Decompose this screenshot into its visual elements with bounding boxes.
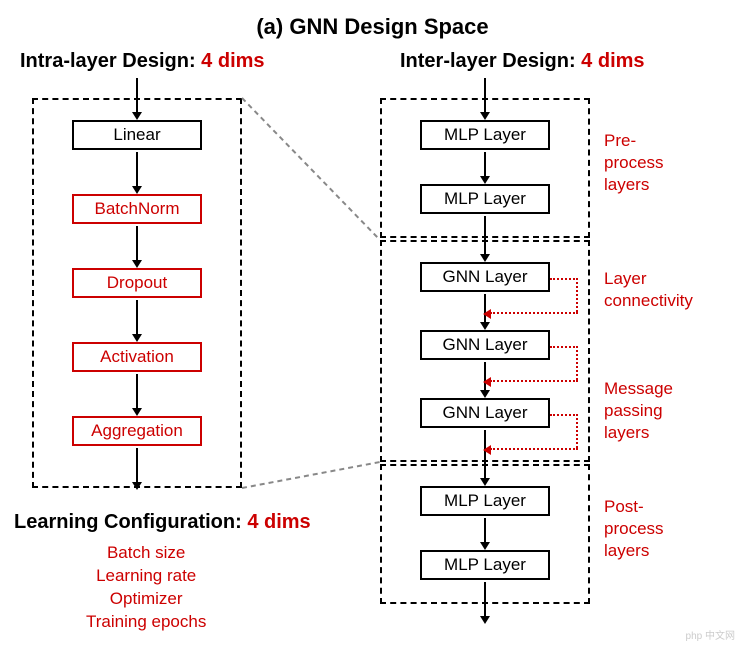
inter-arrow-g3-1 [484, 518, 486, 544]
label-connectivity: Layerconnectivity [604, 268, 693, 312]
learning-item-1: Learning rate [86, 565, 206, 588]
intra-arrow-2 [136, 226, 138, 262]
label-connectivity-text: Layerconnectivity [604, 268, 693, 312]
intra-node-batchnorm: BatchNorm [72, 194, 202, 224]
inter-arrow-out [484, 582, 486, 618]
inter-node-mlp-2: MLP Layer [420, 184, 550, 214]
learning-item-0: Batch size [86, 542, 206, 565]
inter-arrow-g1-1 [484, 152, 486, 178]
inter-node-mlp-4: MLP Layer [420, 550, 550, 580]
intra-arrow-in [136, 78, 138, 114]
inter-node-mlp-1: MLP Layer [420, 120, 550, 150]
intra-arrow-out [136, 448, 138, 484]
learning-item-3: Training epochs [86, 611, 206, 634]
inter-arrow-g2-out [484, 430, 486, 480]
inter-node-gnn-1: GNN Layer [420, 262, 550, 292]
learning-item-2: Optimizer [86, 588, 206, 611]
connector-line-top [242, 98, 380, 240]
learning-config-list: Batch size Learning rate Optimizer Train… [86, 542, 206, 634]
skip-conn-a3 [490, 448, 578, 450]
diagram-title: (a) GNN Design Space [0, 14, 745, 40]
skip-conn-a1 [490, 312, 578, 314]
label-preprocess-text: Pre-processlayers [604, 130, 664, 196]
intra-header-text: Intra-layer Design: [20, 50, 201, 72]
skip-conn-v1 [576, 278, 578, 312]
intra-node-linear: Linear [72, 120, 202, 150]
inter-header-text: Inter-layer Design: [400, 50, 581, 72]
intra-node-activation: Activation [72, 342, 202, 372]
inter-node-mlp-3: MLP Layer [420, 486, 550, 516]
intra-arrow-1 [136, 152, 138, 188]
intra-node-dropout: Dropout [72, 268, 202, 298]
skip-conn-h1 [550, 278, 578, 280]
learning-config-header: Learning Configuration: 4 dims [14, 511, 311, 534]
intra-arrow-4 [136, 374, 138, 410]
label-messagepassing: Messagepassinglayers [604, 378, 673, 444]
watermark: php 中文网 [686, 627, 735, 642]
label-preprocess: Pre-processlayers [604, 130, 664, 196]
skip-conn-v2 [576, 346, 578, 380]
label-postprocess-text: Post-processlayers [604, 496, 664, 562]
intra-header-dims: 4 dims [201, 50, 264, 72]
intra-node-aggregation: Aggregation [72, 416, 202, 446]
inter-layer-header: Inter-layer Design: 4 dims [400, 50, 645, 73]
skip-conn-a2 [490, 380, 578, 382]
inter-node-gnn-2: GNN Layer [420, 330, 550, 360]
learning-header-text: Learning Configuration: [14, 511, 247, 533]
skip-conn-h3 [550, 414, 578, 416]
label-postprocess: Post-processlayers [604, 496, 664, 562]
inter-arrow-g1-out [484, 216, 486, 256]
skip-conn-v3 [576, 414, 578, 448]
label-messagepassing-text: Messagepassinglayers [604, 378, 673, 444]
skip-conn-h2 [550, 346, 578, 348]
intra-arrow-3 [136, 300, 138, 336]
connector-line-bottom [242, 462, 380, 488]
inter-header-dims: 4 dims [581, 50, 644, 72]
inter-arrow-in [484, 78, 486, 114]
intra-layer-header: Intra-layer Design: 4 dims [20, 50, 265, 73]
learning-header-dims: 4 dims [247, 511, 310, 533]
inter-node-gnn-3: GNN Layer [420, 398, 550, 428]
